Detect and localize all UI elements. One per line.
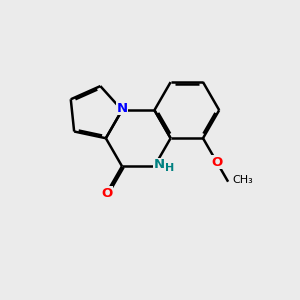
Text: N: N bbox=[116, 102, 128, 115]
Text: CH₃: CH₃ bbox=[232, 175, 253, 185]
Text: O: O bbox=[211, 156, 222, 169]
Text: N: N bbox=[153, 158, 164, 171]
Text: O: O bbox=[101, 187, 112, 200]
Text: H: H bbox=[164, 163, 174, 173]
